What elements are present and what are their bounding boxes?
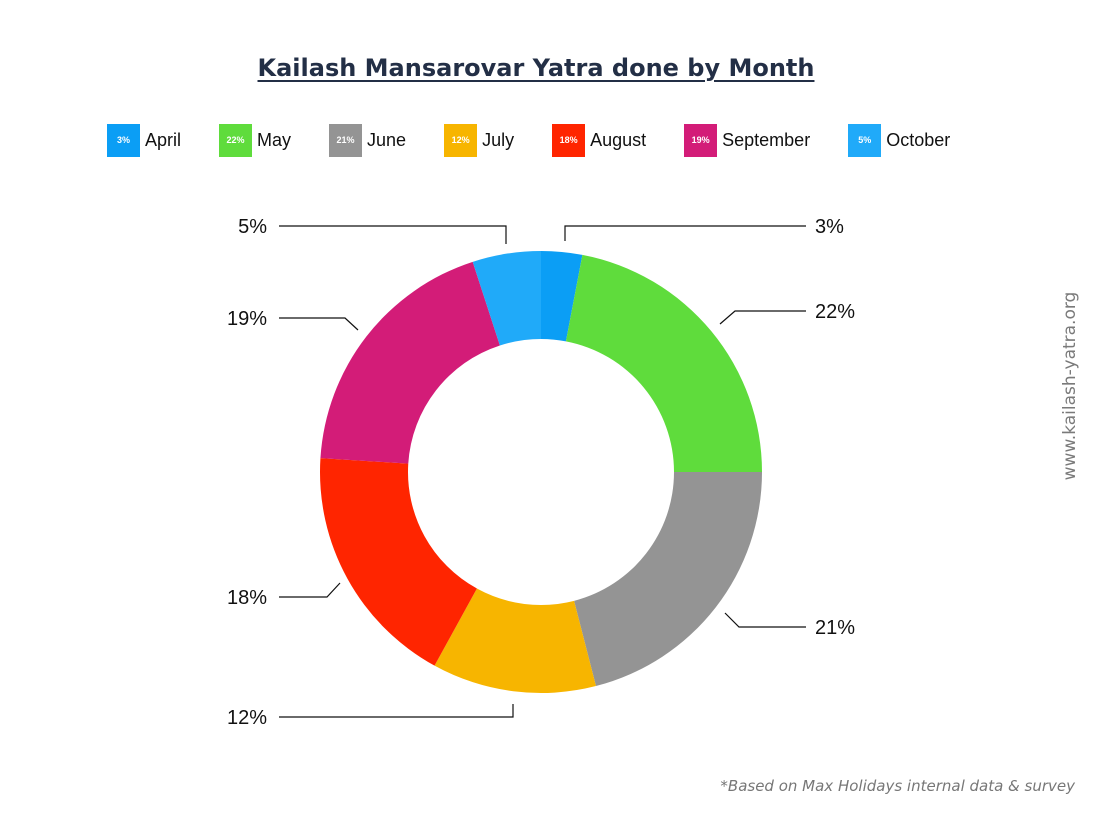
legend-item-may: 22% May: [219, 123, 292, 157]
legend-label: July: [482, 129, 515, 150]
value-label-september: 19%: [227, 308, 267, 330]
slice-july: [434, 588, 596, 693]
legend-label: June: [367, 129, 407, 150]
slice-august: [320, 458, 477, 666]
value-label-may: 22%: [815, 301, 855, 323]
leader-line-july: [279, 704, 514, 718]
slice-june: [574, 472, 762, 687]
value-label-june: 21%: [815, 617, 855, 639]
slice-september: [320, 261, 500, 464]
legend-swatch: 21%: [329, 123, 363, 157]
value-label-july: 12%: [227, 707, 267, 729]
watermark-text: www.kailash-yatra.org: [1060, 291, 1080, 481]
leader-line-october: [279, 225, 507, 244]
legend-label: April: [145, 129, 182, 150]
chart-legend: 3% April 22% May 21% June 12% July 18% August 19% S…: [107, 123, 988, 157]
value-label-october: 5%: [238, 216, 267, 238]
value-label-april: 3%: [815, 216, 844, 238]
legend-item-august: 18% August: [552, 123, 647, 157]
leader-line-may: [719, 310, 806, 325]
leader-line-april: [564, 225, 806, 241]
legend-label: May: [257, 129, 292, 150]
legend-swatch: 5%: [848, 123, 882, 157]
legend-label: August: [590, 129, 647, 150]
footnote: *Based on Max Holidays internal data & s…: [720, 777, 1075, 795]
leader-line-september: [279, 317, 359, 331]
slice-april: [541, 251, 583, 342]
legend-swatch: 3%: [107, 123, 140, 157]
legend-item-april: 3% April: [107, 123, 182, 157]
legend-label: October: [886, 129, 951, 150]
leader-line-august: [279, 582, 341, 598]
value-label-august: 18%: [227, 587, 267, 609]
legend-label: September: [722, 129, 811, 150]
legend-swatch: 12%: [444, 123, 478, 157]
legend-swatch: 18%: [552, 123, 586, 157]
slice-may: [565, 254, 762, 472]
legend-item-july: 12% July: [444, 123, 515, 157]
legend-item-june: 21% June: [329, 123, 407, 157]
legend-item-september: 19% September: [684, 123, 811, 157]
legend-item-october: 5% October: [848, 123, 951, 157]
leader-line-june: [724, 612, 806, 628]
legend-swatch: 22%: [219, 123, 253, 157]
chart-title: Kailash Mansarovar Yatra done by Month: [257, 54, 815, 82]
legend-swatch: 19%: [684, 123, 718, 157]
slice-october: [472, 251, 541, 346]
